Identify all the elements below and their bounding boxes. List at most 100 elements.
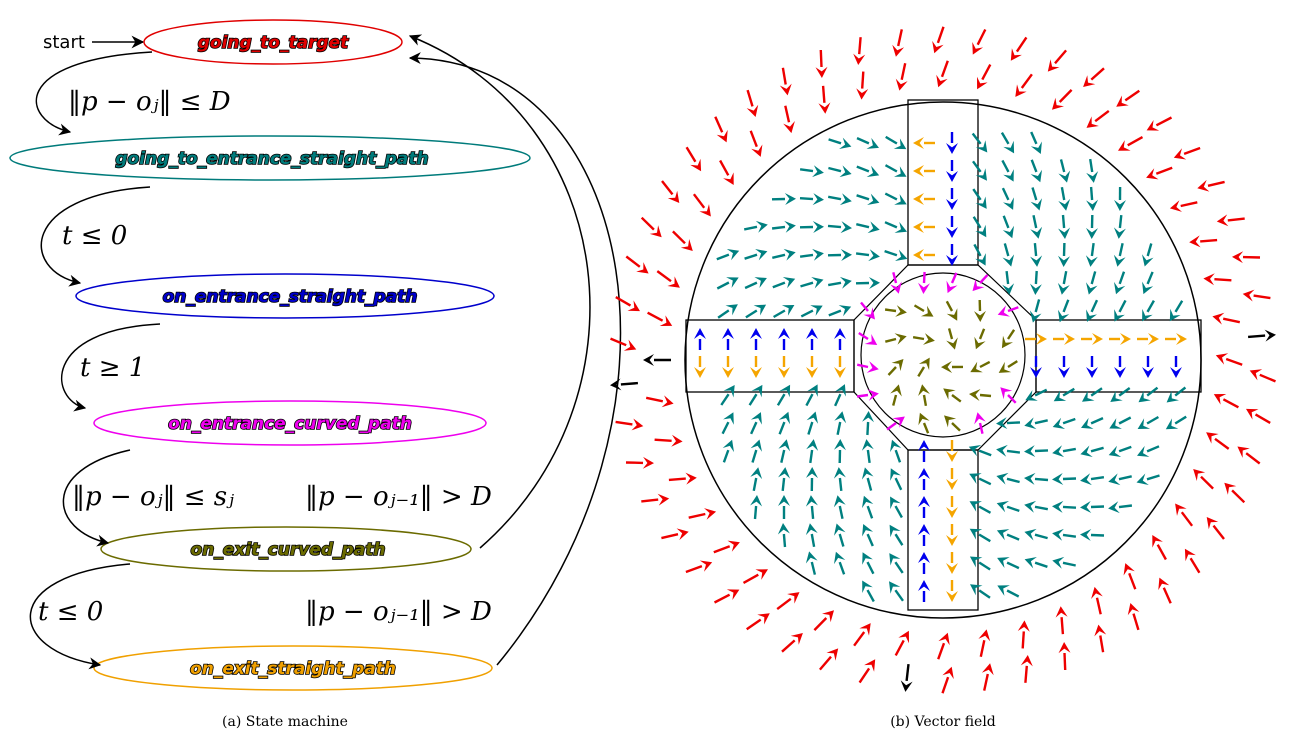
exit-curved-arrow [947,328,954,340]
outside-arrow [818,655,832,671]
approach-arrow-head [1029,310,1042,323]
approach-arrow [1002,215,1010,229]
outside-arrow [813,617,828,631]
approach-arrow [1118,243,1124,257]
approach-arrow-head [861,467,874,480]
outside-arrow-head [1173,148,1187,160]
outside-arrow-head [657,493,670,506]
approach-arrow [836,421,842,436]
approach-arrow [827,224,842,229]
approach-arrow-head [1138,390,1151,403]
outside-arrow [719,159,730,176]
outside-arrow [1212,524,1225,540]
approach-arrow [828,166,842,173]
outside-arrow [1189,557,1201,574]
approach-arrow [1090,505,1105,509]
exit-curved-arrow-head [918,384,930,396]
entrance-straight-arrow-head [918,580,930,591]
outside-arrow-head [1010,48,1022,61]
approach-arrow-head [807,384,818,397]
outside-arrow-head [627,300,640,312]
outside-arrow-head [667,190,680,203]
approach-arrow-head [975,140,988,153]
outside-arrow [940,60,949,78]
condition-4: ‖p − oⱼ‖ ≤ sⱼ [72,482,234,512]
approach-arrow-head [805,551,818,564]
approach-arrow-head [969,473,982,484]
exit-arrow [905,663,910,682]
state-label-3: on_entrance_straight_path [163,287,418,307]
approach-arrow-head [890,496,901,510]
outside-arrow [941,676,950,694]
outside-arrow [1054,49,1068,65]
entrance-curved-arrow [858,331,869,341]
outside-arrow-head [1086,116,1099,128]
approach-arrow [1146,271,1154,285]
approach-arrow-head [781,305,795,316]
outside-arrow [858,37,862,55]
approach-arrow [776,393,786,406]
outside-arrow [1222,398,1239,409]
approach-arrow-head [726,249,740,261]
approach-arrow-head [867,193,880,205]
approach-arrow-head [812,193,824,206]
approach-arrow-head [969,528,983,540]
approach-arrow-head [782,277,796,289]
outside-arrow-head [680,239,693,251]
approach-arrow-head [1052,528,1064,541]
approach-arrow-head [1024,557,1037,569]
exit-curved-arrow [951,394,962,403]
approach-arrow [866,477,873,491]
approach-arrow [1034,419,1048,425]
approach-arrow-head [1058,227,1071,239]
approach-arrow-head [1003,169,1014,182]
outside-arrow-head [690,158,702,172]
outside-arrow-head [1184,548,1196,562]
outside-arrow [1127,136,1144,147]
approach-arrow [1006,477,1020,484]
state-label-4: on_entrance_curved_path [168,414,412,434]
exit-curved-arrow-head [970,361,983,373]
exit-straight-arrow-head [806,367,818,378]
outside-arrow [1155,166,1173,175]
approach-arrow [771,225,786,230]
approach-arrow-head [862,411,874,423]
exit-curved-arrow-head [944,415,957,428]
entrance-straight-arrow-head [918,440,930,451]
approach-arrow [807,421,814,435]
outside-arrow-head [649,225,662,238]
approach-arrow-head [1165,418,1179,430]
approach-arrow-head [1024,472,1036,485]
approach-arrow [1034,505,1049,511]
entrance-straight-arrow-head [1030,367,1042,378]
approach-arrow [978,449,992,457]
approach-arrow [1146,243,1153,257]
state-label-5: on_exit_curved_path [191,540,386,560]
approach-arrow-head [893,138,907,150]
outside-arrow-head [895,78,908,91]
outside-arrow [713,593,731,604]
approach-arrow [1030,159,1038,173]
approach-arrow-head [968,445,982,457]
approach-arrow-head [1030,255,1043,267]
approach-arrow [1118,299,1127,313]
approach-arrow-head [1024,528,1037,541]
approach-arrow [1118,475,1132,481]
approach-arrow-head [839,276,852,289]
approach-arrow-head [969,501,982,512]
approach-arrow-head [890,468,901,481]
exit-curved-arrow-head [890,384,902,397]
approach-arrow [827,281,842,287]
approach-arrow [885,135,898,145]
approach-arrow-head [1030,226,1043,239]
approach-arrow [1034,388,1048,397]
approach-arrow-head [1052,556,1065,569]
outside-arrow-head [699,204,711,217]
exit-straight-arrow-head [913,193,924,205]
approach-arrow [1006,421,1021,425]
exit-arrow-head [610,378,622,391]
outside-arrow-head [1146,120,1160,131]
outside-arrow [640,216,655,231]
entrance-straight-arrow-head [694,328,706,339]
outside-arrow-head [1246,408,1259,420]
